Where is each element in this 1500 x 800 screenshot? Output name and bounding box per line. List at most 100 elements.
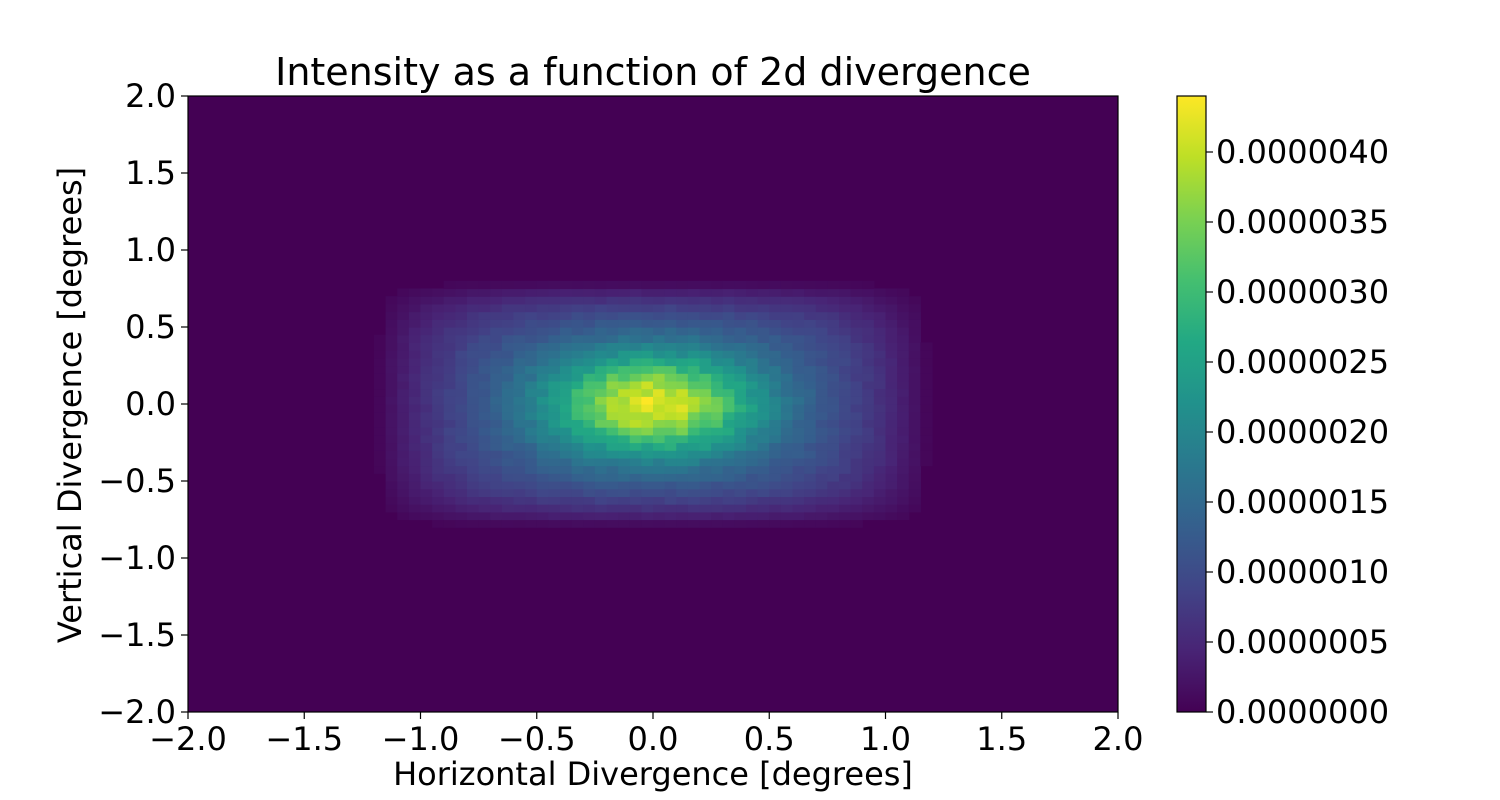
heatmap-cell — [374, 380, 387, 390]
heatmap-cell — [769, 488, 782, 497]
heatmap-cell — [443, 411, 456, 420]
heatmap-cell — [420, 434, 433, 444]
heatmap-cell — [897, 457, 910, 467]
heatmap-cell — [455, 311, 468, 320]
heatmap-cell — [432, 442, 445, 451]
heatmap-cell — [501, 404, 515, 413]
heatmap-cell — [827, 342, 840, 351]
heatmap-cell — [757, 311, 770, 320]
heatmap-cell — [746, 504, 759, 513]
heatmap-cell — [606, 519, 619, 528]
heatmap-cell — [525, 457, 538, 467]
heatmap-cell — [734, 357, 747, 367]
heatmap-cell — [653, 488, 666, 497]
heatmap-cell — [722, 419, 735, 428]
heatmap-cell — [769, 496, 782, 505]
heatmap-cell — [769, 350, 782, 359]
heatmap-cell — [839, 496, 852, 505]
heatmap-cell — [839, 434, 852, 444]
heatmap-cell — [850, 388, 863, 397]
heatmap-cell — [432, 319, 445, 328]
heatmap-cell — [525, 473, 538, 482]
heatmap-cell — [827, 473, 840, 482]
heatmap-cell — [420, 450, 433, 459]
heatmap-cell — [885, 296, 898, 305]
heatmap-cell — [525, 504, 538, 513]
heatmap-cell — [467, 450, 480, 459]
heatmap-cell — [385, 434, 398, 444]
heatmap-cell — [746, 473, 759, 482]
heatmap-cell — [769, 465, 782, 474]
heatmap-cell — [711, 296, 724, 305]
heatmap-cell — [385, 319, 398, 328]
heatmap-cell — [443, 442, 456, 451]
heatmap-cell — [722, 357, 735, 367]
heatmap-cell — [746, 496, 759, 505]
heatmap-cell — [850, 411, 863, 420]
heatmap-cell — [397, 373, 410, 382]
heatmap-cell — [897, 357, 910, 367]
heatmap-cell — [722, 404, 735, 413]
heatmap-cell — [490, 350, 503, 359]
heatmap-cell — [815, 334, 828, 343]
heatmap-cell — [571, 288, 584, 297]
heatmap-cell — [722, 442, 735, 451]
heatmap-cell — [501, 311, 515, 320]
heatmap-cell — [513, 519, 526, 528]
heatmap-cell — [827, 373, 840, 382]
heatmap-cell — [606, 496, 619, 505]
heatmap-cell — [722, 380, 735, 390]
heatmap-cell — [769, 427, 782, 436]
heatmap-cell — [408, 288, 422, 297]
heatmap-cell — [501, 303, 515, 313]
heatmap-cell — [490, 457, 503, 467]
heatmap-cell — [443, 334, 456, 343]
heatmap-cell — [560, 280, 573, 290]
heatmap-cell — [513, 473, 526, 482]
heatmap-cell — [780, 511, 794, 521]
heatmap-cell — [664, 434, 677, 444]
heatmap-cell — [432, 288, 445, 297]
heatmap-cell — [792, 380, 805, 390]
heatmap-cell — [746, 450, 759, 459]
heatmap-cell — [560, 350, 573, 359]
heatmap-cell — [780, 380, 794, 390]
heatmap-cell — [873, 473, 887, 482]
heatmap-cell — [687, 388, 701, 397]
heatmap-cell — [653, 434, 666, 444]
heatmap-cell — [757, 373, 770, 382]
heatmap-cell — [746, 511, 759, 521]
heatmap-cell — [641, 365, 654, 374]
heatmap-cell — [501, 473, 515, 482]
heatmap-cell — [711, 365, 724, 374]
heatmap-cell — [792, 327, 805, 336]
colorbar-tick-label: 0.0000005 — [1216, 623, 1389, 661]
heatmap-cell — [397, 388, 410, 397]
heatmap-cell — [525, 511, 538, 521]
heatmap-cell — [513, 488, 526, 497]
heatmap-cell — [839, 296, 852, 305]
heatmap-cell — [664, 465, 677, 474]
heatmap-cell — [699, 404, 712, 413]
heatmap-cell — [432, 357, 445, 367]
heatmap-cell — [746, 481, 759, 490]
heatmap-cell — [583, 419, 596, 428]
heatmap-cell — [920, 365, 933, 374]
heatmap-cell — [618, 473, 631, 482]
heatmap-cell — [513, 511, 526, 521]
heatmap-cell — [525, 488, 538, 497]
heatmap-cell — [687, 496, 701, 505]
heatmap-cell — [839, 357, 852, 367]
heatmap-cell — [397, 380, 410, 390]
heatmap-cell — [920, 388, 933, 397]
heatmap-cell — [408, 327, 422, 336]
heatmap-cell — [664, 411, 677, 420]
heatmap-cell — [478, 288, 491, 297]
heatmap-cell — [792, 434, 805, 444]
heatmap-cell — [792, 357, 805, 367]
heatmap-cell — [676, 380, 689, 390]
heatmap-cell — [746, 319, 759, 328]
heatmap-cell — [501, 357, 515, 367]
heatmap-cell — [815, 296, 828, 305]
heatmap-cell — [653, 380, 666, 390]
